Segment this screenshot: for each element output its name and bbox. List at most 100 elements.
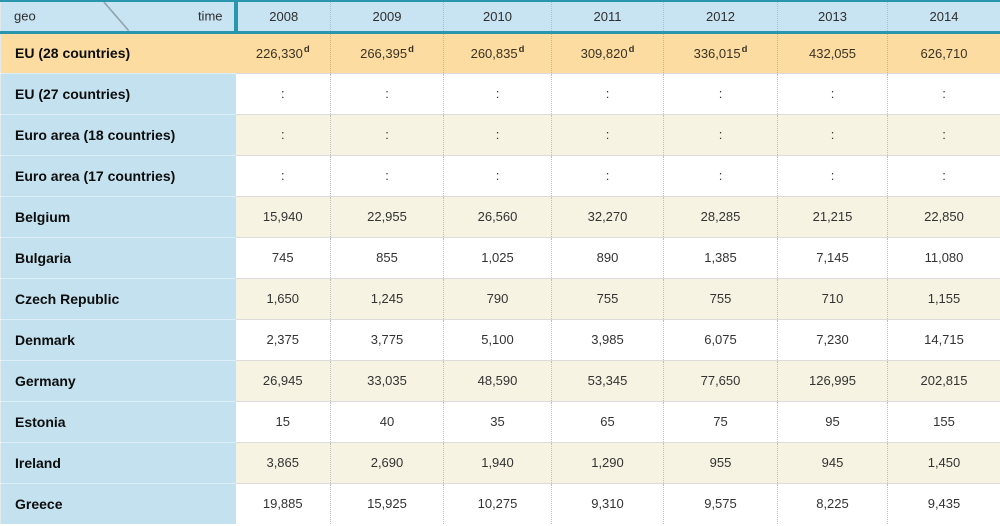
cell-value: 95 — [825, 414, 840, 429]
cell-value: 22,850 — [924, 209, 964, 224]
data-cell: 710 — [777, 277, 888, 319]
data-cell: 75 — [663, 400, 778, 442]
data-cell: 3,775 — [330, 318, 444, 360]
data-cell: : — [777, 154, 888, 196]
flag-d: d — [741, 44, 748, 56]
cell-value: 432,055 — [809, 45, 856, 61]
column-header-2009: 2009 — [330, 1, 444, 34]
cell-value: : — [495, 168, 500, 183]
data-cell: 309,820d — [551, 32, 664, 73]
cell-value: 1,650 — [266, 291, 300, 306]
cell-value: 202,815 — [920, 373, 968, 388]
row-label: Greece — [0, 482, 236, 524]
data-cell: : — [663, 154, 778, 196]
data-cell: 1,155 — [887, 277, 1000, 319]
cell-value: : — [495, 86, 500, 101]
data-cell: 790 — [443, 277, 552, 319]
cell-value: 11,080 — [924, 250, 964, 265]
cell-value: 26,945 — [262, 373, 303, 388]
data-cell: 26,945 — [235, 359, 331, 401]
cell-value: : — [942, 86, 946, 101]
cell-value: 15,925 — [367, 496, 407, 512]
data-cell: : — [235, 113, 331, 155]
data-cell: 626,710 — [887, 32, 1000, 73]
cell-value: 955 — [709, 455, 732, 470]
data-cell: 15 — [235, 400, 331, 442]
row-label: EU (27 countries) — [0, 72, 236, 114]
table-row: EU (27 countries)::::::: — [0, 72, 1000, 114]
cell-value: 126,995 — [809, 373, 856, 388]
cell-value: 745 — [271, 250, 294, 265]
data-cell: 336,015d — [663, 32, 778, 73]
row-label: Ireland — [0, 441, 236, 483]
cell-value: 790 — [486, 291, 509, 306]
data-cell: 22,850 — [887, 195, 1000, 237]
data-cell: 890 — [551, 236, 664, 278]
data-cell: 21,215 — [777, 195, 888, 237]
data-cell: : — [887, 72, 1000, 114]
data-cell: 32,270 — [551, 195, 664, 237]
cell-value: 9,435 — [927, 496, 961, 512]
cell-value: 40 — [379, 414, 395, 429]
cell-value: 226,330 — [255, 45, 303, 61]
flag-d: d — [628, 44, 635, 56]
data-cell: : — [551, 154, 664, 196]
data-cell: 6,075 — [663, 318, 778, 360]
cell-value: 48,590 — [477, 373, 518, 388]
cell-value: : — [718, 127, 723, 142]
row-label: Denmark — [0, 318, 236, 360]
table-row: Bulgaria 745 855 1,025 890 1,385 7,145 11,080 — [0, 236, 1000, 278]
data-cell: 155 — [887, 400, 1000, 442]
cell-value: 890 — [596, 250, 619, 265]
cell-value: : — [942, 127, 946, 142]
data-cell: 19,885 — [235, 482, 331, 524]
data-cell: : — [443, 72, 552, 114]
cell-value: : — [605, 168, 610, 183]
data-cell: 3,865 — [235, 441, 331, 483]
data-cell: 7,230 — [777, 318, 888, 360]
cell-value: 5,100 — [481, 332, 514, 347]
data-cell: 65 — [551, 400, 664, 442]
cell-value: 28,285 — [700, 209, 741, 224]
table-row: Ireland 3,865 2,690 1,940 1,290 955 945 1,450 — [0, 441, 1000, 483]
cell-value: 15,940 — [262, 209, 303, 224]
data-cell: : — [663, 72, 778, 114]
cell-value: 14,715 — [924, 332, 964, 347]
cell-value: 1,450 — [927, 455, 961, 470]
table-row: EU (28 countries) 226,330d 266,395d 260,835… — [0, 32, 1000, 73]
cell-value: 15 — [275, 414, 290, 429]
cell-value: 35 — [490, 414, 505, 429]
cell-value: 260,835 — [470, 45, 518, 61]
data-cell: 266,395d — [330, 32, 444, 73]
data-cell: 955 — [663, 441, 778, 483]
table-row: Germany 26,945 33,035 48,590 53,345 77,650 126… — [0, 359, 1000, 401]
cell-value: 21,215 — [812, 209, 853, 224]
data-cell: 1,025 — [443, 236, 552, 278]
data-cell: 35 — [443, 400, 552, 442]
data-cell: 260,835d — [443, 32, 552, 73]
cell-value: 1,245 — [370, 291, 404, 306]
table-row: Estonia 15 40 35 65 75 95 155 — [0, 400, 1000, 442]
cell-value: 1,025 — [481, 250, 514, 265]
data-cell: : — [551, 72, 664, 114]
cell-value: 19,885 — [262, 496, 303, 512]
data-cell: : — [330, 154, 444, 196]
data-cell: : — [235, 72, 331, 114]
cell-value: 1,155 — [927, 291, 961, 306]
data-cell: 1,450 — [887, 441, 1000, 483]
data-cell: 53,345 — [551, 359, 664, 401]
data-cell: : — [443, 154, 552, 196]
data-cell: 28,285 — [663, 195, 778, 237]
cell-value: 53,345 — [587, 373, 628, 388]
cell-value: : — [605, 127, 610, 142]
column-header-2008: 2008 — [235, 1, 331, 34]
table-row: Belgium 15,940 22,955 26,560 32,270 28,285 21,… — [0, 195, 1000, 237]
data-cell: 202,815 — [887, 359, 1000, 401]
cell-value: : — [830, 168, 835, 183]
data-cell: 1,290 — [551, 441, 664, 483]
data-cell: 40 — [330, 400, 444, 442]
cell-value: 65 — [600, 414, 615, 429]
data-cell: : — [330, 113, 444, 155]
cell-value: : — [830, 127, 835, 142]
